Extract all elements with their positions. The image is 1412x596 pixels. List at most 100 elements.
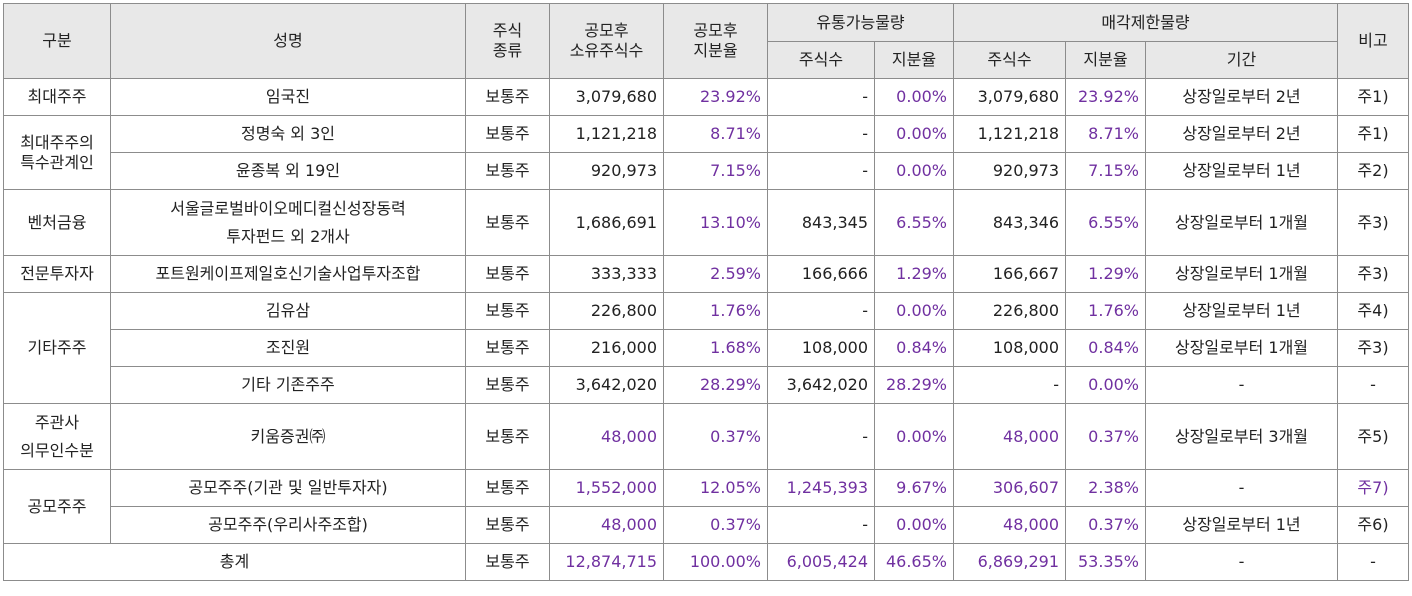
table-row: 공모주주(우리사주조합) 보통주 48,000 0.37% - 0.00% 48… (4, 506, 1409, 544)
restricted-shares-cell: 48,000 (953, 506, 1066, 544)
period-cell: 상장일로부터 1년 (1145, 506, 1338, 544)
tradable-ratio-cell: 9.67% (874, 469, 954, 507)
note-cell: - (1337, 366, 1409, 404)
post-shares-cell: 216,000 (549, 329, 664, 367)
restricted-shares-cell: 1,121,218 (953, 115, 1066, 153)
tradable-ratio-cell: 1.29% (874, 255, 954, 293)
name-cell: 임국진 (110, 78, 466, 116)
restricted-shares-cell: 920,973 (953, 152, 1066, 190)
note-cell: 주2) (1337, 152, 1409, 190)
restricted-ratio-cell: 1.76% (1065, 292, 1146, 330)
period-cell: 상장일로부터 1개월 (1145, 255, 1338, 293)
tradable-ratio-cell: 46.65% (874, 543, 954, 581)
table-row: 윤종복 외 19인 보통주 920,973 7.15% - 0.00% 920,… (4, 152, 1409, 190)
type-cell: 보통주 (465, 403, 550, 470)
restricted-ratio-cell: 53.35% (1065, 543, 1146, 581)
post-shares-cell: 1,552,000 (549, 469, 664, 507)
note-cell: 주4) (1337, 292, 1409, 330)
tradable-ratio-cell: 28.29% (874, 366, 954, 404)
table-row: 전문투자자 포트원케이프제일호신기술사업투자조합 보통주 333,333 2.5… (3, 255, 1409, 293)
restricted-shares-cell: 48,000 (953, 403, 1066, 470)
tradable-shares-cell: 1,245,393 (767, 469, 875, 507)
restricted-ratio-cell: 0.37% (1065, 403, 1146, 470)
header-type: 주식 종류 (465, 3, 550, 79)
table-row: 벤처금융 서울글로벌바이오메디컬신성장동력 투자펀드 외 2개사 보통주 1,6… (3, 189, 1409, 256)
post-ratio-cell: 2.59% (663, 255, 768, 293)
header-tradable-shares: 주식수 (767, 41, 875, 79)
post-ratio-cell: 1.68% (663, 329, 768, 367)
name-cell: 서울글로벌바이오메디컬신성장동력 투자펀드 외 2개사 (110, 189, 466, 256)
restricted-ratio-cell: 23.92% (1065, 78, 1146, 116)
tradable-ratio-cell: 0.00% (874, 506, 954, 544)
note-cell: 주3) (1337, 255, 1409, 293)
restricted-shares-cell: 6,869,291 (953, 543, 1066, 581)
type-cell: 보통주 (465, 543, 550, 581)
period-cell: 상장일로부터 1개월 (1145, 329, 1338, 367)
note-cell: 주7) (1337, 469, 1409, 507)
table-row: 최대주주 임국진 보통주 3,079,680 23.92% - 0.00% 3,… (3, 78, 1409, 116)
table-row: 공모주주 공모주주(기관 및 일반투자자) 보통주 1,552,000 12.0… (3, 469, 1409, 544)
tradable-ratio-cell: 0.84% (874, 329, 954, 367)
restricted-shares-cell: 3,079,680 (953, 78, 1066, 116)
restricted-ratio-cell: 2.38% (1065, 469, 1146, 507)
type-cell: 보통주 (465, 506, 550, 544)
post-ratio-cell: 13.10% (663, 189, 768, 256)
type-cell: 보통주 (465, 255, 550, 293)
tradable-ratio-cell: 0.00% (874, 115, 954, 153)
name-cell: 키움증권㈜ (110, 403, 466, 470)
tradable-shares-cell: 166,666 (767, 255, 875, 293)
tradable-shares-cell: - (767, 506, 875, 544)
restricted-shares-cell: 843,346 (953, 189, 1066, 256)
period-cell: 상장일로부터 1년 (1145, 292, 1338, 330)
tradable-shares-cell: - (767, 152, 875, 190)
tradable-shares-cell: - (767, 403, 875, 470)
post-shares-cell: 12,874,715 (549, 543, 664, 581)
post-ratio-cell: 8.71% (663, 115, 768, 153)
note-cell: 주5) (1337, 403, 1409, 470)
tradable-ratio-cell: 0.00% (874, 78, 954, 116)
restricted-ratio-cell: 0.84% (1065, 329, 1146, 367)
category-cell: 기타주주 (3, 292, 111, 404)
type-cell: 보통주 (465, 469, 550, 507)
post-shares-cell: 48,000 (549, 506, 664, 544)
restricted-ratio-cell: 8.71% (1065, 115, 1146, 153)
header-note: 비고 (1337, 3, 1409, 79)
header-restricted-shares: 주식수 (953, 41, 1066, 79)
type-cell: 보통주 (465, 189, 550, 256)
post-shares-cell: 1,121,218 (549, 115, 664, 153)
type-cell: 보통주 (465, 366, 550, 404)
header-restricted-ratio: 지분율 (1065, 41, 1146, 79)
category-cell: 벤처금융 (3, 189, 111, 256)
header-period: 기간 (1145, 41, 1338, 79)
restricted-ratio-cell: 0.00% (1065, 366, 1146, 404)
restricted-ratio-cell: 0.37% (1065, 506, 1146, 544)
category-cell: 최대주주 (3, 78, 111, 116)
restricted-shares-cell: - (953, 366, 1066, 404)
period-cell: 상장일로부터 1개월 (1145, 189, 1338, 256)
note-cell: 주1) (1337, 78, 1409, 116)
type-cell: 보통주 (465, 78, 550, 116)
note-cell: 주3) (1337, 189, 1409, 256)
category-cell: 전문투자자 (3, 255, 111, 293)
tradable-shares-cell: 108,000 (767, 329, 875, 367)
table-row: 최대주주의 특수관계인 정명숙 외 3인 보통주 1,121,218 8.71%… (3, 115, 1409, 190)
restricted-shares-cell: 108,000 (953, 329, 1066, 367)
restricted-ratio-cell: 6.55% (1065, 189, 1146, 256)
tradable-ratio-cell: 0.00% (874, 292, 954, 330)
post-ratio-cell: 12.05% (663, 469, 768, 507)
name-cell: 기타 기존주주 (110, 366, 466, 404)
tradable-shares-cell: 3,642,020 (767, 366, 875, 404)
period-cell: - (1145, 469, 1338, 507)
post-shares-cell: 1,686,691 (549, 189, 664, 256)
category-cell: 공모주주 (3, 469, 111, 544)
post-ratio-cell: 0.37% (663, 506, 768, 544)
table-row: 기타주주 김유삼 보통주 226,800 1.76% - 0.00% 226,8… (3, 292, 1409, 404)
post-ratio-cell: 28.29% (663, 366, 768, 404)
post-ratio-cell: 100.00% (663, 543, 768, 581)
post-ratio-cell: 0.37% (663, 403, 768, 470)
type-cell: 보통주 (465, 115, 550, 153)
restricted-shares-cell: 226,800 (953, 292, 1066, 330)
restricted-ratio-cell: 7.15% (1065, 152, 1146, 190)
note-cell: 주6) (1337, 506, 1409, 544)
note-cell: 주3) (1337, 329, 1409, 367)
